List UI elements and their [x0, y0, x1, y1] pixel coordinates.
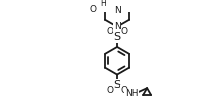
Text: NH: NH	[125, 89, 138, 98]
Text: N: N	[114, 22, 120, 31]
Text: O: O	[121, 27, 128, 36]
Text: N: N	[114, 6, 120, 15]
Text: S: S	[114, 32, 121, 42]
Text: H: H	[100, 0, 106, 8]
Text: O: O	[106, 86, 113, 95]
Text: O: O	[121, 86, 128, 95]
Text: O: O	[89, 5, 96, 14]
Text: O: O	[106, 27, 113, 36]
Text: S: S	[114, 80, 121, 89]
